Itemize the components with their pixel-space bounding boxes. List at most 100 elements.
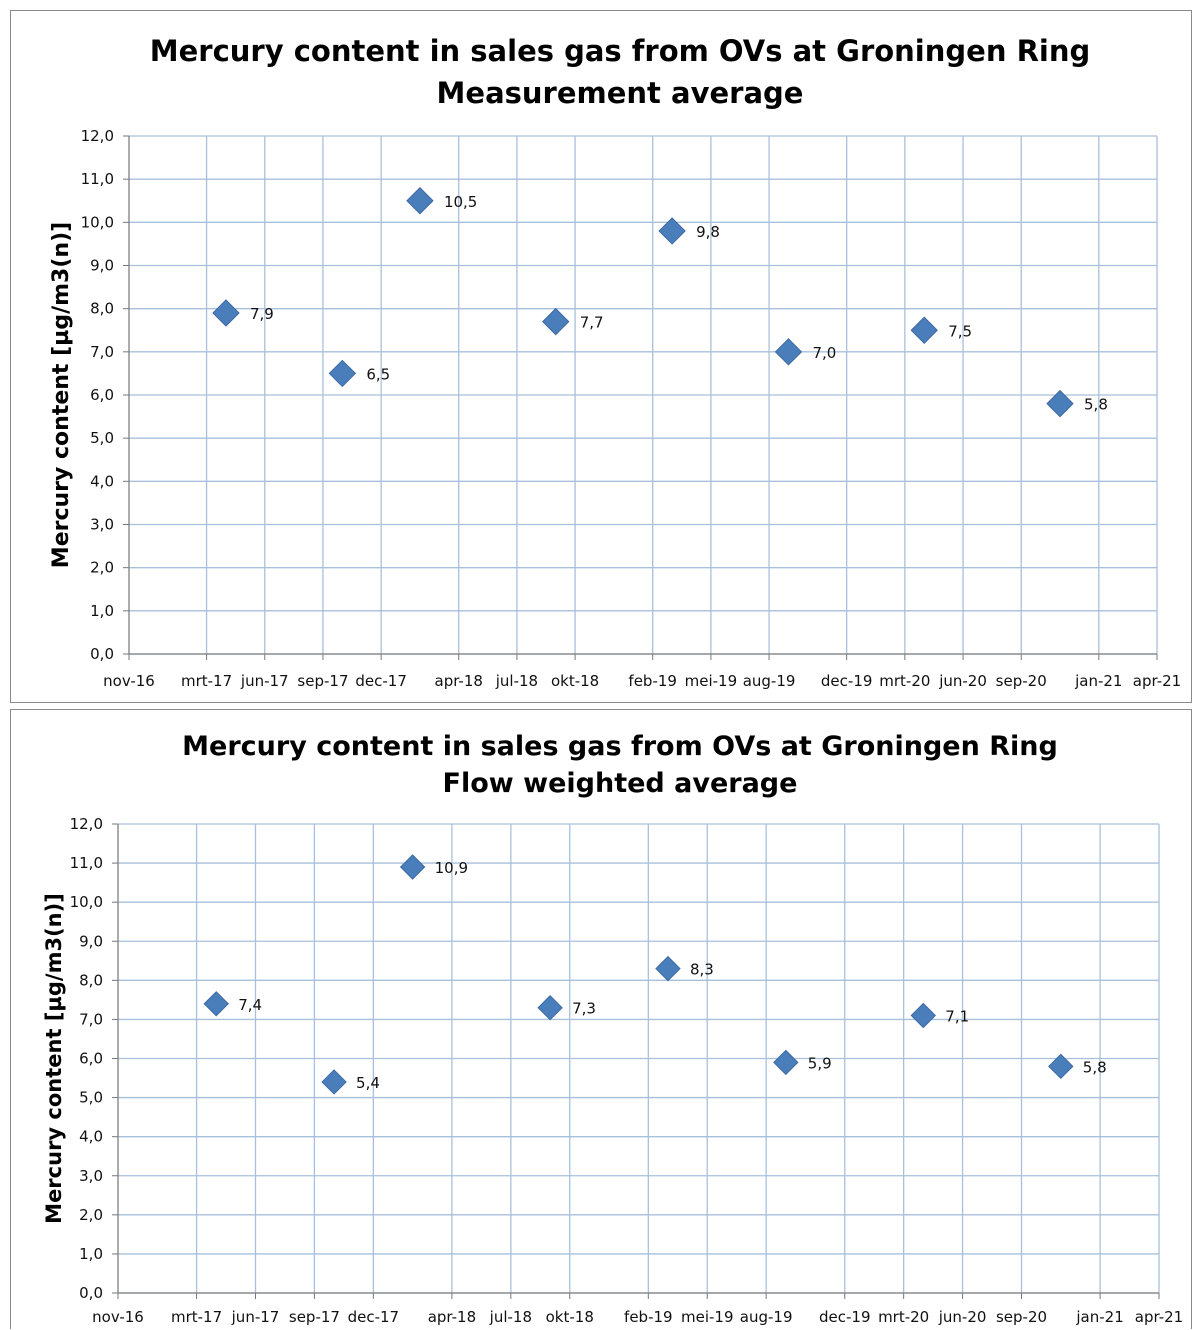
chart-subtitle: Flow weighted average (443, 768, 798, 799)
x-tick-label: apr-18 (435, 672, 483, 690)
data-point-marker (406, 187, 434, 215)
y-tick-label: 7,0 (79, 1010, 103, 1028)
x-tick-label: aug-19 (743, 672, 796, 690)
x-tick-label: okt-18 (546, 1308, 594, 1326)
x-tick-label: mei-19 (685, 672, 738, 690)
x-tick-label: jul-18 (489, 1308, 532, 1326)
data-point-marker (658, 217, 686, 245)
data-point-marker (910, 316, 938, 344)
x-tick-label: mei-19 (681, 1308, 734, 1326)
data-label: 7,0 (812, 344, 836, 362)
y-tick-label: 7,0 (90, 343, 114, 361)
chart-subtitle: Measurement average (437, 76, 804, 110)
x-tick-label: mrt-17 (181, 672, 232, 690)
data-point-marker (773, 1049, 799, 1076)
data-label: 5,8 (1083, 1058, 1107, 1076)
x-tick-label: dec-17 (355, 672, 407, 690)
x-tick-label: apr-21 (1135, 1308, 1183, 1326)
x-tick-label: aug-19 (740, 1308, 793, 1326)
data-point-marker (655, 955, 681, 982)
x-tick-label: jun-17 (231, 1308, 280, 1326)
data-point-marker (542, 307, 570, 336)
y-tick-label: 11,0 (70, 854, 103, 872)
data-label: 9,8 (696, 223, 720, 241)
data-label: 7,5 (948, 322, 972, 340)
y-tick-label: 2,0 (90, 559, 114, 577)
y-tick-label: 6,0 (90, 386, 114, 404)
data-label: 5,8 (1084, 396, 1108, 414)
x-tick-label: jun-20 (938, 1308, 987, 1326)
y-tick-label: 10,0 (81, 213, 114, 231)
x-tick-label: sep-17 (289, 1308, 340, 1326)
y-tick-label: 4,0 (79, 1128, 103, 1146)
data-label: 7,3 (572, 1000, 596, 1018)
y-tick-label: 1,0 (79, 1245, 103, 1263)
y-tick-label: 2,0 (79, 1206, 103, 1224)
y-tick-label: 3,0 (90, 516, 114, 534)
data-label: 8,3 (690, 961, 714, 979)
data-point-marker (203, 991, 229, 1017)
data-label: 7,7 (580, 314, 604, 332)
y-tick-label: 6,0 (79, 1050, 103, 1068)
y-tick-label: 12,0 (70, 815, 103, 833)
x-tick-label: dec-17 (348, 1308, 400, 1326)
x-tick-label: mrt-20 (879, 672, 930, 690)
y-tick-label: 9,0 (79, 932, 103, 950)
y-tick-label: 9,0 (90, 257, 114, 275)
chart-panel-flow-weighted: Mercury content in sales gas from OVs at… (10, 709, 1192, 1329)
x-tick-label: nov-16 (103, 672, 155, 690)
chart-panel-measurement: Mercury content in sales gas from OVs at… (10, 10, 1192, 703)
x-tick-label: nov-16 (92, 1308, 144, 1326)
data-point-marker (1046, 389, 1074, 418)
data-label: 7,9 (250, 305, 274, 323)
x-tick-label: apr-18 (428, 1308, 476, 1326)
y-tick-label: 0,0 (90, 645, 114, 663)
y-tick-label: 1,0 (90, 602, 114, 620)
x-tick-label: sep-20 (996, 1308, 1047, 1326)
y-tick-label: 12,0 (81, 127, 114, 145)
y-axis-label: Mercury content [µg/m3(n)] (49, 222, 74, 568)
x-tick-label: okt-18 (551, 672, 599, 690)
data-label: 10,9 (435, 859, 468, 877)
y-tick-label: 8,0 (90, 300, 114, 318)
x-tick-label: sep-20 (996, 672, 1047, 690)
x-tick-label: mrt-20 (878, 1308, 929, 1326)
chart-title: Mercury content in sales gas from OVs at… (182, 731, 1058, 762)
data-label: 7,4 (238, 996, 262, 1014)
y-tick-label: 3,0 (79, 1167, 103, 1185)
chart-svg: Mercury content in sales gas from OVs at… (49, 34, 1181, 690)
data-point-marker (321, 1069, 347, 1095)
x-tick-label: jun-20 (938, 672, 987, 690)
x-tick-label: dec-19 (819, 1308, 871, 1326)
y-tick-label: 5,0 (90, 429, 114, 447)
y-tick-label: 11,0 (81, 170, 114, 188)
x-tick-label: jul-18 (495, 672, 538, 690)
x-tick-label: jan-21 (1075, 1308, 1123, 1326)
data-label: 10,5 (444, 193, 477, 211)
x-tick-label: dec-19 (821, 672, 873, 690)
data-point-marker (328, 359, 357, 388)
y-tick-label: 5,0 (79, 1089, 103, 1107)
data-point-marker (1048, 1053, 1074, 1080)
data-label: 7,1 (945, 1008, 969, 1026)
x-tick-label: jun-17 (240, 672, 289, 690)
x-tick-label: feb-19 (628, 672, 677, 690)
data-point-marker (774, 338, 803, 366)
data-label: 6,5 (366, 365, 390, 383)
y-axis-label: Mercury content [µg/m3(n)] (42, 893, 66, 1224)
x-tick-label: mrt-17 (171, 1308, 222, 1326)
data-point-marker (399, 854, 426, 880)
data-label: 5,9 (808, 1054, 832, 1072)
y-tick-label: 0,0 (79, 1284, 103, 1302)
x-tick-label: jan-21 (1074, 672, 1122, 690)
y-tick-label: 10,0 (70, 893, 103, 911)
x-tick-label: apr-21 (1133, 672, 1181, 690)
x-tick-label: feb-19 (624, 1308, 673, 1326)
y-tick-label: 4,0 (90, 472, 114, 490)
chart-title: Mercury content in sales gas from OVs at… (150, 34, 1091, 68)
y-tick-label: 8,0 (79, 971, 103, 989)
data-label: 5,4 (356, 1074, 380, 1092)
data-point-marker (910, 1002, 937, 1029)
chart-svg: Mercury content in sales gas from OVs at… (42, 731, 1183, 1326)
data-point-marker (212, 299, 240, 327)
